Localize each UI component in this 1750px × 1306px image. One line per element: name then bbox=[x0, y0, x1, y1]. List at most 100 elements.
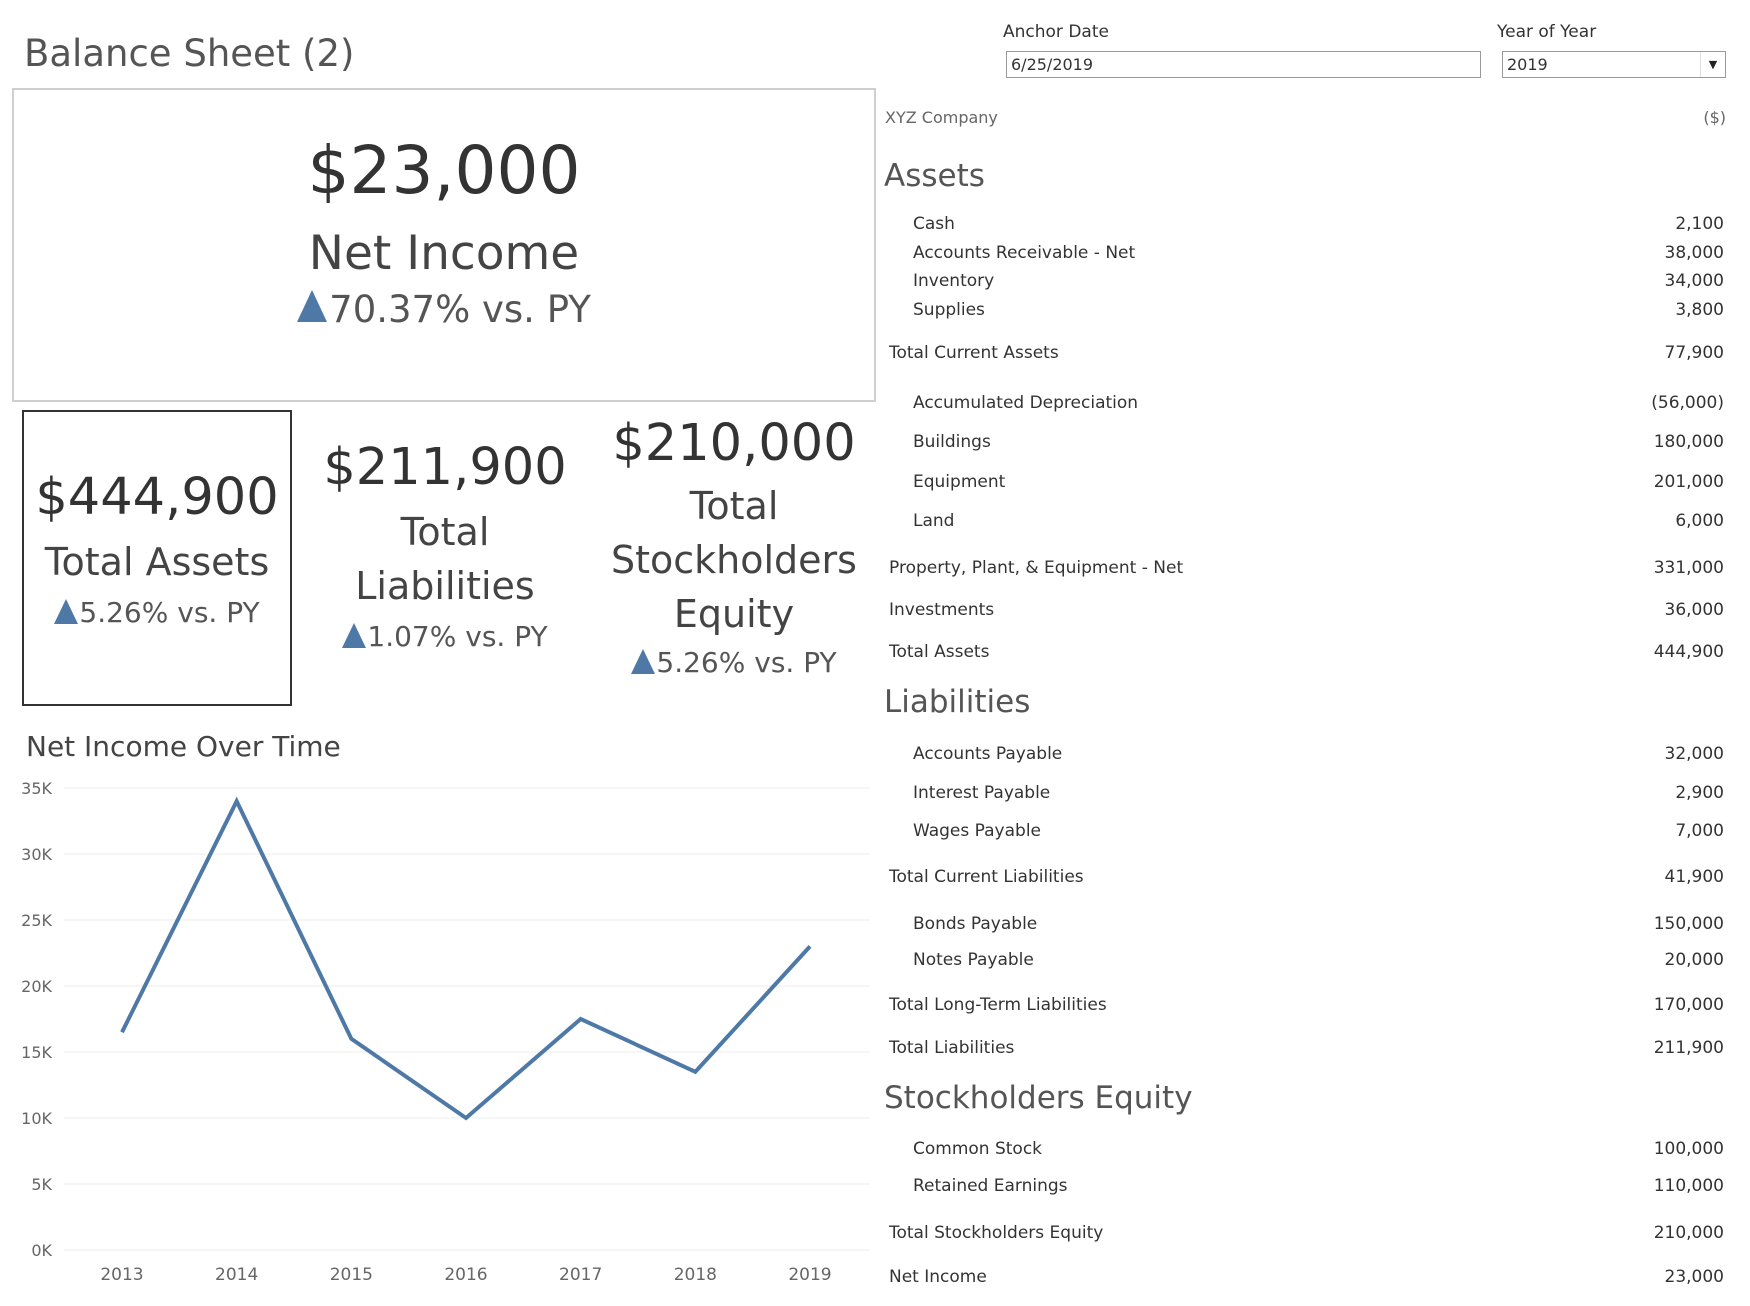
total-equity-label-line3: Equity bbox=[673, 592, 795, 636]
y-tick-label: 5K bbox=[31, 1175, 52, 1194]
line-item-value: (56,000) bbox=[1651, 393, 1724, 413]
series-line[interactable] bbox=[120, 796, 812, 1121]
total-liabilities-change: 1.07% vs. PY bbox=[310, 620, 580, 653]
total-label: Total Assets bbox=[889, 642, 990, 662]
line-item-label: Accounts Payable bbox=[913, 744, 1063, 764]
total-equity-change: 5.26% vs. PY bbox=[596, 646, 872, 679]
line-item-value: 32,000 bbox=[1664, 744, 1724, 764]
total-liabilities-label-line1: Total bbox=[400, 510, 490, 554]
subtotal-value: 170,000 bbox=[1653, 995, 1724, 1015]
line-item-label: Interest Payable bbox=[913, 783, 1051, 803]
data-point[interactable] bbox=[689, 1066, 701, 1078]
y-tick-label: 25K bbox=[21, 911, 52, 930]
total-label: Total Liabilities bbox=[889, 1038, 1015, 1058]
line-item-value: 100,000 bbox=[1653, 1139, 1724, 1159]
data-point[interactable] bbox=[345, 1033, 357, 1045]
total-equity-label-line1: Total bbox=[689, 484, 779, 528]
y-tick-label: 10K bbox=[21, 1109, 52, 1128]
chevron-down-icon[interactable]: ▼ bbox=[1700, 52, 1725, 77]
line-item-label: Cash bbox=[913, 214, 955, 234]
subtotal-value: 41,900 bbox=[1664, 867, 1724, 887]
y-tick-label: 35K bbox=[21, 779, 52, 798]
data-point[interactable] bbox=[116, 1026, 128, 1038]
total-liabilities-kpi-card[interactable]: $211,900 Total Liabilities 1.07% vs. PY bbox=[310, 410, 580, 706]
x-tick-label: 2019 bbox=[788, 1265, 831, 1285]
subtotal-value: 331,000 bbox=[1653, 558, 1724, 578]
line-item-label: Inventory bbox=[913, 271, 995, 291]
up-triangle-icon bbox=[342, 623, 367, 648]
line-item-value: 2,900 bbox=[1675, 783, 1724, 803]
line-item-value: 110,000 bbox=[1653, 1176, 1724, 1196]
line-item-value: 3,800 bbox=[1675, 300, 1724, 320]
x-tick-label: 2017 bbox=[559, 1265, 602, 1285]
line-item-value: 7,000 bbox=[1675, 821, 1724, 841]
up-triangle-icon bbox=[631, 649, 656, 674]
data-point[interactable] bbox=[231, 795, 243, 807]
total-equity-value: $210,000 bbox=[612, 414, 856, 473]
up-triangle-icon bbox=[54, 599, 79, 624]
line-item-label: Buildings bbox=[913, 432, 991, 452]
line-item-label: Common Stock bbox=[913, 1139, 1043, 1159]
line-item-value: 180,000 bbox=[1653, 432, 1724, 452]
x-tick-label: 2014 bbox=[215, 1265, 258, 1285]
subtotal-label: Property, Plant, & Equipment - Net bbox=[889, 558, 1184, 578]
line-item-value: 20,000 bbox=[1664, 950, 1724, 970]
total-equity-label-line2: Stockholders bbox=[611, 538, 857, 582]
line-item-label: Retained Earnings bbox=[913, 1176, 1068, 1196]
total-assets-change: 5.26% vs. PY bbox=[24, 596, 290, 629]
line-item-label: Accumulated Depreciation bbox=[913, 393, 1139, 413]
line-item-label: Accounts Receivable - Net bbox=[913, 243, 1136, 263]
total-liabilities-value: $211,900 bbox=[323, 438, 567, 497]
x-tick-label: 2018 bbox=[674, 1265, 717, 1285]
equity-heading: Stockholders Equity bbox=[884, 1080, 1193, 1116]
net-income-line-chart[interactable]: 0K 5K 10K 15K 20K 25K 30K 35K 2013 2014 2015 2016 20… bbox=[0, 770, 880, 1300]
total-label: Total Stockholders Equity bbox=[889, 1223, 1104, 1243]
net-income-value: $23,000 bbox=[307, 132, 581, 209]
subtotal-label: Total Current Assets bbox=[889, 343, 1059, 363]
liabilities-heading: Liabilities bbox=[884, 684, 1031, 720]
net-income-label: Net Income bbox=[308, 226, 580, 281]
net-income-kpi-card[interactable]: $23,000 Net Income 70.37% vs. PY bbox=[12, 88, 876, 402]
subtotal-value: 36,000 bbox=[1664, 600, 1724, 620]
line-item-label: Wages Payable bbox=[913, 821, 1042, 841]
anchor-date-input[interactable]: 6/25/2019 bbox=[1006, 51, 1481, 78]
anchor-date-label: Anchor Date bbox=[1003, 22, 1109, 42]
chart-title: Net Income Over Time bbox=[26, 730, 341, 763]
line-item-label: Land bbox=[913, 511, 955, 531]
total-equity-kpi-card[interactable]: $210,000 Total Stockholders Equity 5.26%… bbox=[596, 410, 872, 706]
year-filter-dropdown[interactable]: 2019 ▼ bbox=[1502, 51, 1726, 78]
data-point[interactable] bbox=[460, 1112, 472, 1124]
line-item-label: Notes Payable bbox=[913, 950, 1034, 970]
x-tick-label: 2013 bbox=[100, 1265, 143, 1285]
total-liabilities-label-line2: Liabilities bbox=[355, 564, 535, 608]
line-item-value: 38,000 bbox=[1664, 243, 1724, 263]
y-tick-label: 0K bbox=[31, 1241, 52, 1260]
line-item-value: 6,000 bbox=[1675, 511, 1724, 531]
line-item-label: Equipment bbox=[913, 472, 1006, 492]
net-income-change: 70.37% vs. PY bbox=[14, 288, 874, 331]
x-tick-label: 2016 bbox=[444, 1265, 487, 1285]
total-assets-label: Total Assets bbox=[44, 540, 270, 584]
up-triangle-icon bbox=[297, 290, 328, 322]
total-value: 210,000 bbox=[1653, 1223, 1724, 1243]
line-item-label: Supplies bbox=[913, 300, 985, 320]
company-name: XYZ Company bbox=[885, 108, 998, 127]
y-tick-label: 15K bbox=[21, 1043, 52, 1062]
line-item-value: 34,000 bbox=[1664, 271, 1724, 291]
x-tick-label: 2015 bbox=[330, 1265, 373, 1285]
y-tick-label: 20K bbox=[21, 977, 52, 996]
page-title: Balance Sheet (2) bbox=[24, 32, 355, 75]
total-value: 444,900 bbox=[1653, 642, 1724, 662]
total-assets-kpi-card[interactable]: $444,900 Total Assets 5.26% vs. PY bbox=[22, 410, 292, 706]
subtotal-value: 77,900 bbox=[1664, 343, 1724, 363]
line-item-value: 150,000 bbox=[1653, 914, 1724, 934]
total-value: 23,000 bbox=[1664, 1267, 1724, 1287]
unit-label: ($) bbox=[1703, 108, 1726, 127]
subtotal-label: Total Current Liabilities bbox=[889, 867, 1084, 887]
year-filter-label: Year of Year bbox=[1497, 22, 1597, 42]
data-point[interactable] bbox=[804, 940, 816, 952]
total-assets-value: $444,900 bbox=[35, 468, 279, 527]
total-label: Net Income bbox=[889, 1267, 987, 1287]
total-value: 211,900 bbox=[1653, 1038, 1724, 1058]
data-point[interactable] bbox=[575, 1013, 587, 1025]
